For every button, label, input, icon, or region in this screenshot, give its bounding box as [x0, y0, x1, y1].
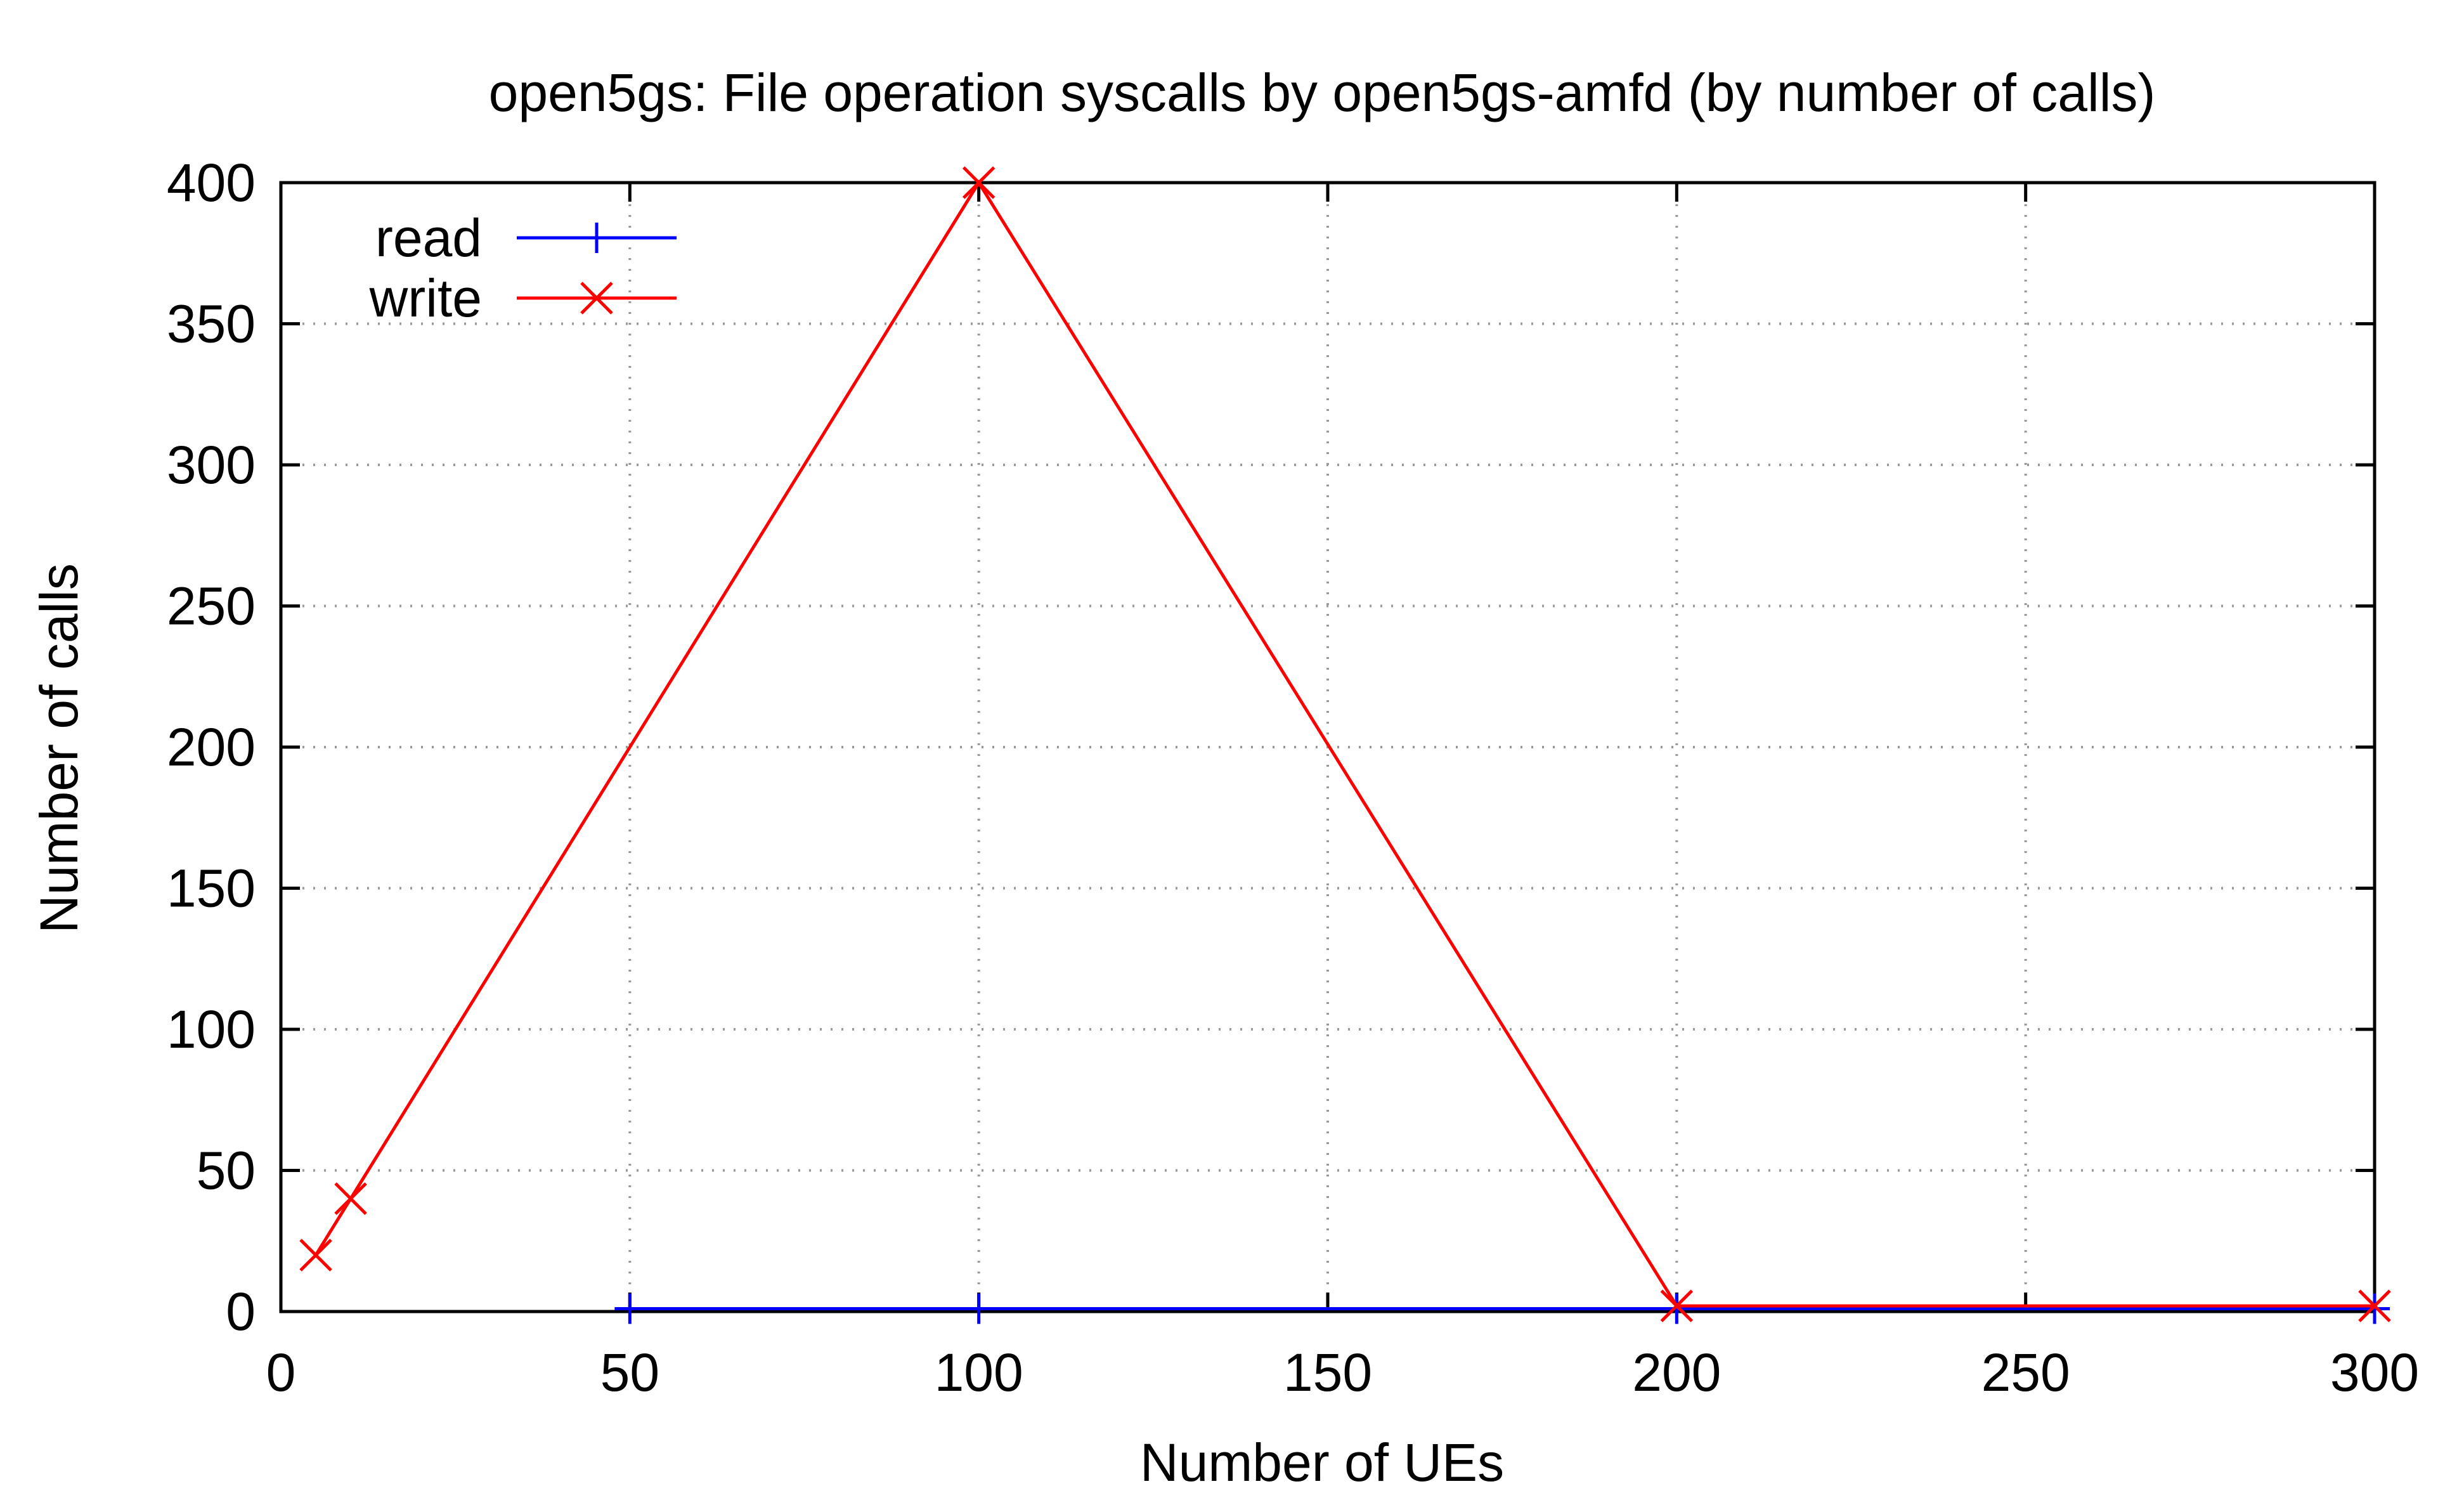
y-tick-label: 350 [167, 294, 256, 354]
y-tick-label: 400 [167, 153, 256, 212]
legend-marker-read [581, 223, 612, 253]
legend-marker-write-d2 [580, 282, 613, 315]
x-tick-label: 300 [2330, 1343, 2419, 1402]
data-point-write-d2 [1660, 1289, 1694, 1322]
axis-ticks: 0 50 100 150 200 250 300 350 400 0 50 100 150 200 250 3… [167, 153, 2419, 1402]
data-point-read [2359, 1293, 2390, 1324]
x-tick-label: 250 [1981, 1343, 2070, 1402]
data-point-write-d2 [334, 1182, 367, 1215]
x-tick-label: 50 [600, 1343, 659, 1402]
data-point-read [963, 1293, 994, 1324]
x-tick-label: 0 [266, 1343, 296, 1402]
series [299, 166, 2391, 1324]
y-tick-label: 100 [167, 1000, 256, 1059]
legend-marker-write [580, 282, 613, 315]
data-point-read [614, 1293, 645, 1324]
y-tick-label: 0 [226, 1282, 256, 1341]
data-point-write [334, 1182, 367, 1215]
data-point-write-d2 [299, 1239, 332, 1272]
y-tick-label: 250 [167, 576, 256, 636]
y-tick-label: 300 [167, 435, 256, 495]
data-point-write-d2 [962, 166, 995, 199]
y-tick-label: 50 [197, 1141, 256, 1201]
data-point-write [299, 1239, 332, 1272]
legend-label-read: read [375, 208, 482, 268]
data-point-write [1660, 1289, 1694, 1322]
data-point-read [1661, 1293, 1692, 1324]
y-tick-label: 150 [167, 859, 256, 918]
x-tick-label: 200 [1632, 1343, 1721, 1402]
x-axis-label: Number of UEs [1140, 1433, 1504, 1492]
chart-title: open5gs: File operation syscalls by open… [489, 63, 2156, 122]
series-line-write [314, 179, 2375, 1308]
data-point-write [962, 166, 995, 199]
legend-label-write: write [369, 268, 482, 328]
x-tick-label: 100 [935, 1343, 1023, 1402]
y-axis-label: Number of calls [29, 563, 89, 934]
x-tick-label: 150 [1283, 1343, 1372, 1402]
data-point-write [2358, 1289, 2391, 1322]
y-tick-label: 200 [167, 717, 256, 777]
data-point-write-d2 [2358, 1289, 2391, 1322]
